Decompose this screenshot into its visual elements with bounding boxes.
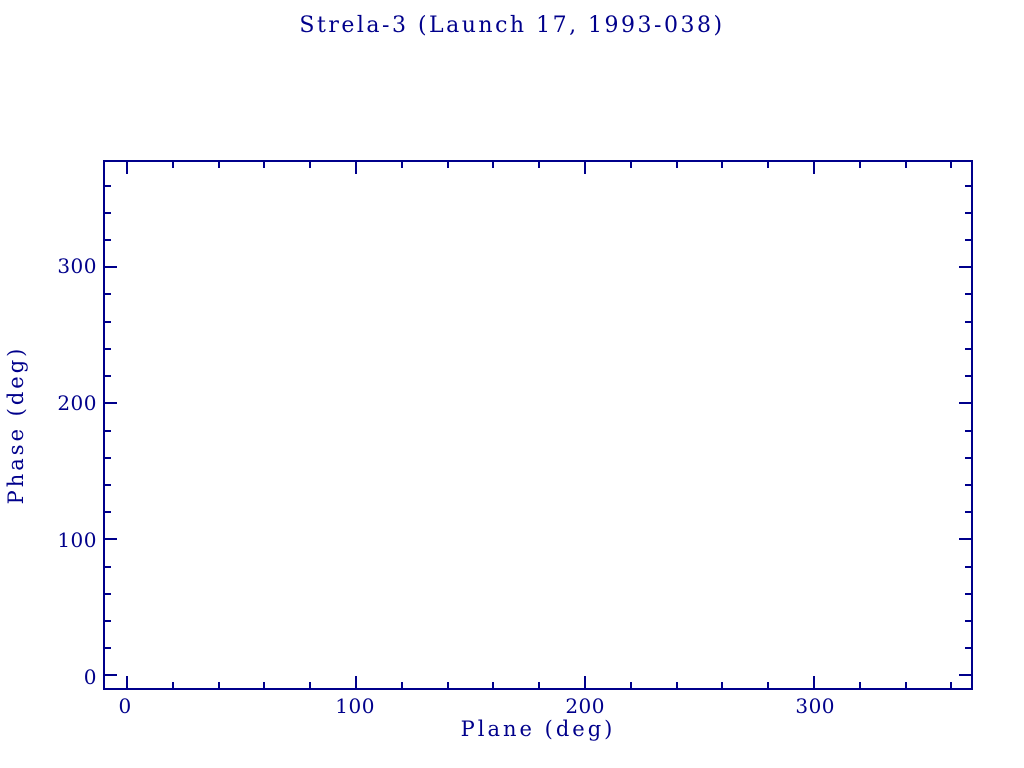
x-minor-tick — [675, 682, 678, 688]
y-minor-tick — [105, 211, 111, 214]
x-major-tick — [812, 676, 815, 688]
x-tick-label: 300 — [795, 694, 836, 718]
y-axis-label: Phase (deg) — [4, 345, 28, 505]
y-minor-tick — [965, 647, 971, 650]
x-minor-tick — [721, 162, 724, 168]
x-major-tick — [354, 162, 357, 174]
y-minor-tick — [965, 511, 971, 514]
y-minor-tick — [105, 429, 111, 432]
y-minor-tick — [965, 456, 971, 459]
y-minor-tick — [965, 320, 971, 323]
x-major-tick — [125, 676, 128, 688]
y-minor-tick — [105, 647, 111, 650]
x-minor-tick — [858, 162, 861, 168]
y-minor-tick — [105, 320, 111, 323]
x-minor-tick — [492, 682, 495, 688]
x-minor-tick — [400, 162, 403, 168]
chart-title: Strela-3 (Launch 17, 1993-038) — [299, 13, 725, 38]
y-minor-tick — [965, 211, 971, 214]
x-minor-tick — [171, 162, 174, 168]
y-minor-tick — [965, 347, 971, 350]
x-minor-tick — [675, 162, 678, 168]
x-tick-label: 0 — [118, 694, 132, 718]
y-minor-tick — [105, 592, 111, 595]
y-minor-tick — [965, 429, 971, 432]
y-minor-tick — [965, 238, 971, 241]
y-major-tick — [105, 266, 117, 269]
y-minor-tick — [965, 565, 971, 568]
y-major-tick — [959, 538, 971, 541]
y-minor-tick — [105, 293, 111, 296]
x-minor-tick — [446, 162, 449, 168]
x-minor-tick — [858, 682, 861, 688]
y-major-tick — [105, 674, 117, 677]
x-major-tick — [812, 162, 815, 174]
x-minor-tick — [538, 162, 541, 168]
x-minor-tick — [629, 162, 632, 168]
x-minor-tick — [629, 682, 632, 688]
x-minor-tick — [400, 682, 403, 688]
x-major-tick — [354, 676, 357, 688]
y-tick-label: 200 — [57, 391, 97, 416]
y-minor-tick — [965, 620, 971, 623]
y-minor-tick — [965, 592, 971, 595]
plot-area — [103, 160, 973, 690]
y-minor-tick — [965, 375, 971, 378]
y-minor-tick — [105, 184, 111, 187]
y-minor-tick — [105, 347, 111, 350]
x-minor-tick — [950, 682, 953, 688]
x-minor-tick — [263, 162, 266, 168]
y-minor-tick — [105, 511, 111, 514]
y-tick-label: 300 — [57, 254, 97, 278]
y-minor-tick — [965, 293, 971, 296]
y-minor-tick — [965, 184, 971, 187]
x-minor-tick — [538, 682, 541, 688]
y-minor-tick — [105, 620, 111, 623]
x-tick-label: 200 — [565, 694, 605, 718]
y-tick-label: 0 — [83, 665, 97, 690]
y-minor-tick — [965, 483, 971, 486]
x-minor-tick — [721, 682, 724, 688]
y-major-tick — [105, 402, 117, 405]
x-minor-tick — [904, 162, 907, 168]
x-minor-tick — [217, 682, 220, 688]
x-minor-tick — [492, 162, 495, 168]
x-minor-tick — [446, 682, 449, 688]
x-minor-tick — [263, 682, 266, 688]
y-minor-tick — [105, 483, 111, 486]
y-minor-tick — [105, 375, 111, 378]
x-minor-tick — [950, 162, 953, 168]
x-major-tick — [125, 162, 128, 174]
y-tick-label: 100 — [57, 528, 97, 553]
x-minor-tick — [309, 682, 312, 688]
x-axis-label: Plane (deg) — [460, 717, 616, 741]
y-minor-tick — [105, 238, 111, 241]
x-minor-tick — [767, 162, 770, 168]
x-major-tick — [583, 162, 586, 174]
x-major-tick — [583, 676, 586, 688]
y-major-tick — [105, 538, 117, 541]
y-major-tick — [959, 266, 971, 269]
y-major-tick — [959, 674, 971, 677]
x-minor-tick — [904, 682, 907, 688]
y-minor-tick — [105, 456, 111, 459]
x-minor-tick — [217, 162, 220, 168]
x-tick-label: 100 — [335, 694, 375, 718]
x-minor-tick — [767, 682, 770, 688]
y-major-tick — [959, 402, 971, 405]
x-minor-tick — [309, 162, 312, 168]
x-minor-tick — [171, 682, 174, 688]
y-minor-tick — [105, 565, 111, 568]
